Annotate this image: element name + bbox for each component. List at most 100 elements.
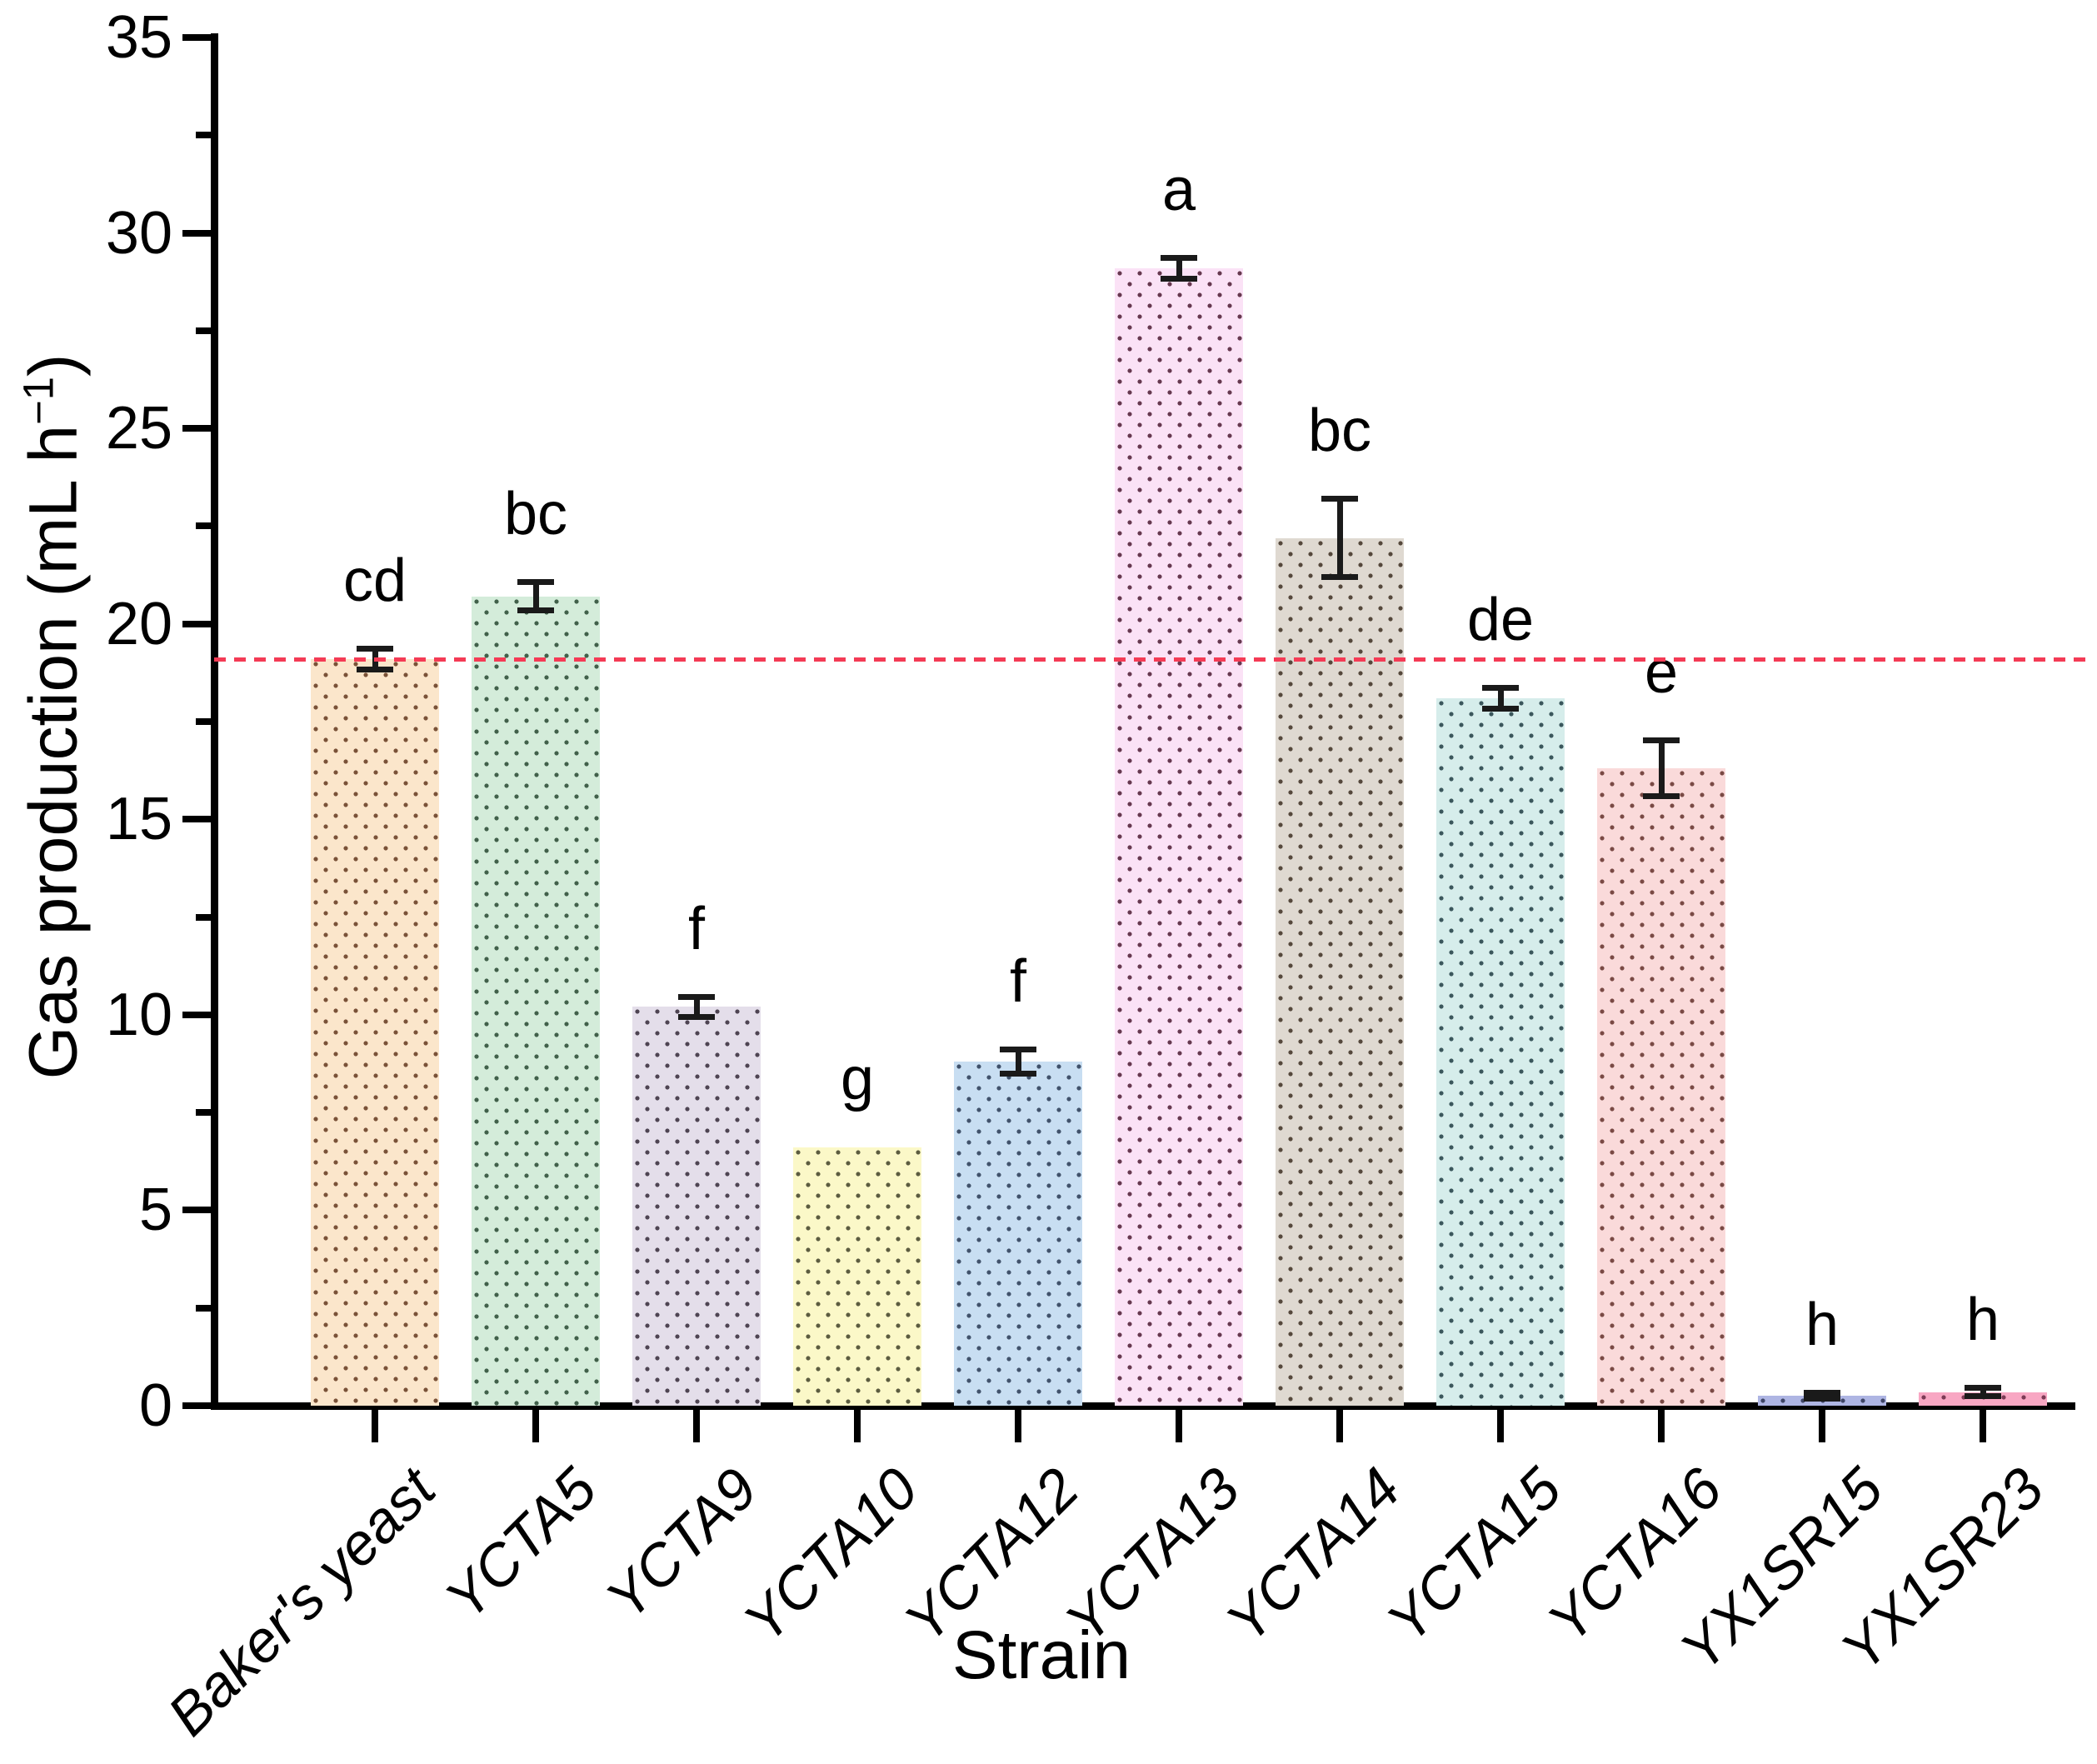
x-tick xyxy=(1658,1406,1665,1442)
error-bar-top-cap xyxy=(357,646,393,652)
x-axis-line xyxy=(211,1402,2075,1410)
y-tick-major xyxy=(182,816,214,823)
x-tick xyxy=(532,1406,539,1442)
bar-YCTA5 xyxy=(472,596,600,1406)
error-bar-top-cap xyxy=(1161,255,1197,262)
error-bar-bottom-cap xyxy=(1482,705,1519,712)
error-bar-top-cap xyxy=(1321,495,1358,502)
error-bar-top-cap xyxy=(1482,685,1519,692)
x-tick xyxy=(1015,1406,1021,1442)
error-bar-line xyxy=(1015,1047,1021,1077)
bar-YCTA12 xyxy=(954,1062,1082,1406)
y-tick-label: 5 xyxy=(138,1177,172,1244)
error-bar-bottom-cap xyxy=(1000,1071,1036,1077)
y-tick-label: 15 xyxy=(105,786,172,853)
y-tick-minor xyxy=(196,913,214,921)
error-bar xyxy=(1480,685,1520,712)
y-tick-major xyxy=(182,34,214,41)
y-tick-major xyxy=(182,1207,214,1214)
y-axis-line xyxy=(211,33,218,1410)
y-tick-minor xyxy=(196,327,214,334)
error-bar-line xyxy=(532,579,539,614)
sig-letter-label: g xyxy=(840,1046,875,1113)
y-tick-label: 20 xyxy=(105,590,172,657)
sig-letter-label: h xyxy=(1805,1292,1840,1359)
y-tick-major xyxy=(182,425,214,432)
error-bar-top-cap xyxy=(1965,1384,2001,1391)
error-bar-bottom-cap xyxy=(357,666,393,672)
error-bar-top-cap xyxy=(1804,1390,1840,1397)
error-bar-line xyxy=(1497,685,1504,712)
error-bar-bottom-cap xyxy=(1643,793,1680,800)
error-bar-top-cap xyxy=(1643,737,1680,744)
error-bar-line xyxy=(1658,737,1665,800)
error-bar-bottom-cap xyxy=(1965,1393,2001,1400)
y-axis-title-suffix: ) xyxy=(15,353,92,377)
y-tick-minor xyxy=(196,522,214,530)
bar-YCTA10 xyxy=(793,1147,921,1406)
error-bar-bottom-cap xyxy=(678,1014,715,1021)
sig-letter-label: f xyxy=(687,895,705,962)
sig-letter-label: de xyxy=(1466,587,1535,654)
error-bar-bottom-cap xyxy=(517,607,554,614)
y-tick-label: 0 xyxy=(138,1372,172,1439)
x-tick xyxy=(1176,1406,1182,1442)
y-axis-title-text: Gas production (mL h xyxy=(15,424,92,1080)
x-tick xyxy=(1819,1406,1825,1442)
y-tick-minor xyxy=(196,132,214,139)
sig-letter-label: e xyxy=(1644,639,1679,707)
error-bar xyxy=(1320,495,1360,581)
y-tick-major xyxy=(182,229,214,237)
bar-YCTA13 xyxy=(1115,267,1243,1406)
x-tick xyxy=(1980,1406,1986,1442)
y-tick-label: 35 xyxy=(105,4,172,71)
sig-letter-label: h xyxy=(1965,1286,2000,1353)
error-bar-line xyxy=(1980,1384,1986,1400)
y-axis-title: Gas production (mL h−1) xyxy=(13,354,92,1080)
x-tick xyxy=(1336,1406,1343,1442)
x-tick xyxy=(693,1406,700,1442)
error-bar xyxy=(1159,255,1199,282)
y-tick-major xyxy=(182,1402,214,1409)
reference-line xyxy=(214,657,2087,662)
error-bar-bottom-cap xyxy=(1804,1396,1840,1402)
sig-letter-label: f xyxy=(1009,948,1026,1016)
error-bar-top-cap xyxy=(1000,1047,1036,1053)
x-tick xyxy=(372,1406,378,1442)
sig-letter-label: cd xyxy=(342,547,407,615)
x-tick xyxy=(1497,1406,1504,1442)
error-bar-top-cap xyxy=(678,993,715,1000)
error-bar xyxy=(516,579,556,614)
y-tick-minor xyxy=(196,1304,214,1312)
bar-YCTA16 xyxy=(1597,768,1725,1406)
error-bar-top-cap xyxy=(517,579,554,586)
error-bar-bottom-cap xyxy=(1161,275,1197,282)
bar-YCTA14 xyxy=(1276,537,1404,1406)
sig-letter-label: a xyxy=(1161,157,1196,224)
bar-Baker-s-yeast xyxy=(311,658,439,1406)
error-bar-bottom-cap xyxy=(1321,574,1358,581)
error-bar xyxy=(1802,1390,1842,1402)
y-tick-minor xyxy=(196,1109,214,1117)
y-tick-label: 25 xyxy=(105,395,172,462)
y-tick-major xyxy=(182,620,214,627)
sig-letter-label: bc xyxy=(503,481,568,548)
y-tick-label: 10 xyxy=(105,981,172,1048)
y-tick-minor xyxy=(196,718,214,725)
error-bar xyxy=(1963,1384,2003,1400)
x-category-label: YCTA5 xyxy=(432,1455,609,1632)
y-tick-label: 30 xyxy=(105,199,172,267)
error-bar-line xyxy=(1176,255,1182,282)
x-tick xyxy=(854,1406,861,1442)
error-bar xyxy=(1641,737,1681,800)
error-bar-line xyxy=(693,993,700,1021)
x-category-label: Baker's yeast xyxy=(155,1455,448,1748)
bar-YCTA15 xyxy=(1436,697,1565,1406)
bar-YCTA9 xyxy=(632,1007,761,1406)
y-tick-major xyxy=(182,1011,214,1018)
error-bar-line xyxy=(1336,495,1343,581)
error-bar xyxy=(998,1047,1038,1077)
sig-letter-label: bc xyxy=(1307,397,1372,464)
x-axis-title: Strain xyxy=(951,1617,1131,1693)
